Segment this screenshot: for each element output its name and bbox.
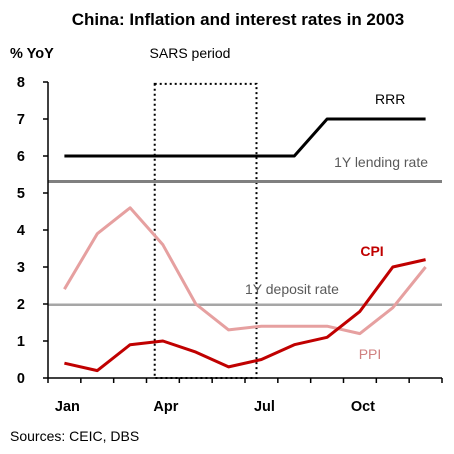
x-tick-label: Oct (351, 399, 375, 415)
y-axis-label: % YoY (10, 46, 54, 62)
y-tick-label: 3 (17, 260, 25, 276)
y-tick-label: 0 (17, 371, 25, 387)
y-tick-label: 1 (17, 334, 25, 350)
label-cpi: CPI (360, 243, 383, 259)
label-lending-rate: 1Y lending rate (334, 154, 428, 170)
series-lines (48, 117, 442, 373)
sars-period-box (153, 82, 258, 379)
y-tick-label: 7 (17, 112, 25, 128)
x-tick-label: Apr (153, 399, 178, 415)
label-ppi: PPI (359, 346, 382, 362)
cpi-line (64, 258, 426, 373)
label-rrr: RRR (375, 91, 405, 107)
y-tick-label: 8 (17, 75, 25, 91)
y-tick-label: 4 (17, 223, 25, 239)
y-tick-label: 5 (17, 186, 25, 202)
rrr-line (64, 117, 426, 158)
x-tick-labels: Jan Apr Jul Oct (55, 399, 375, 415)
x-tick-label: Jul (254, 399, 275, 415)
label-deposit-rate: 1Y deposit rate (245, 281, 339, 297)
y-tick-label: 2 (17, 297, 25, 313)
chart-title: China: Inflation and interest rates in 2… (72, 10, 405, 29)
y-tick-label: 6 (17, 149, 25, 165)
axes (43, 81, 443, 383)
sars-period-label: SARS period (150, 45, 231, 61)
ppi-line (63, 206, 427, 336)
y-tick-labels: 0 1 2 3 4 5 6 7 8 (17, 75, 25, 387)
x-tick-label: Jan (55, 399, 80, 415)
source-note: Sources: CEIC, DBS (10, 428, 139, 444)
